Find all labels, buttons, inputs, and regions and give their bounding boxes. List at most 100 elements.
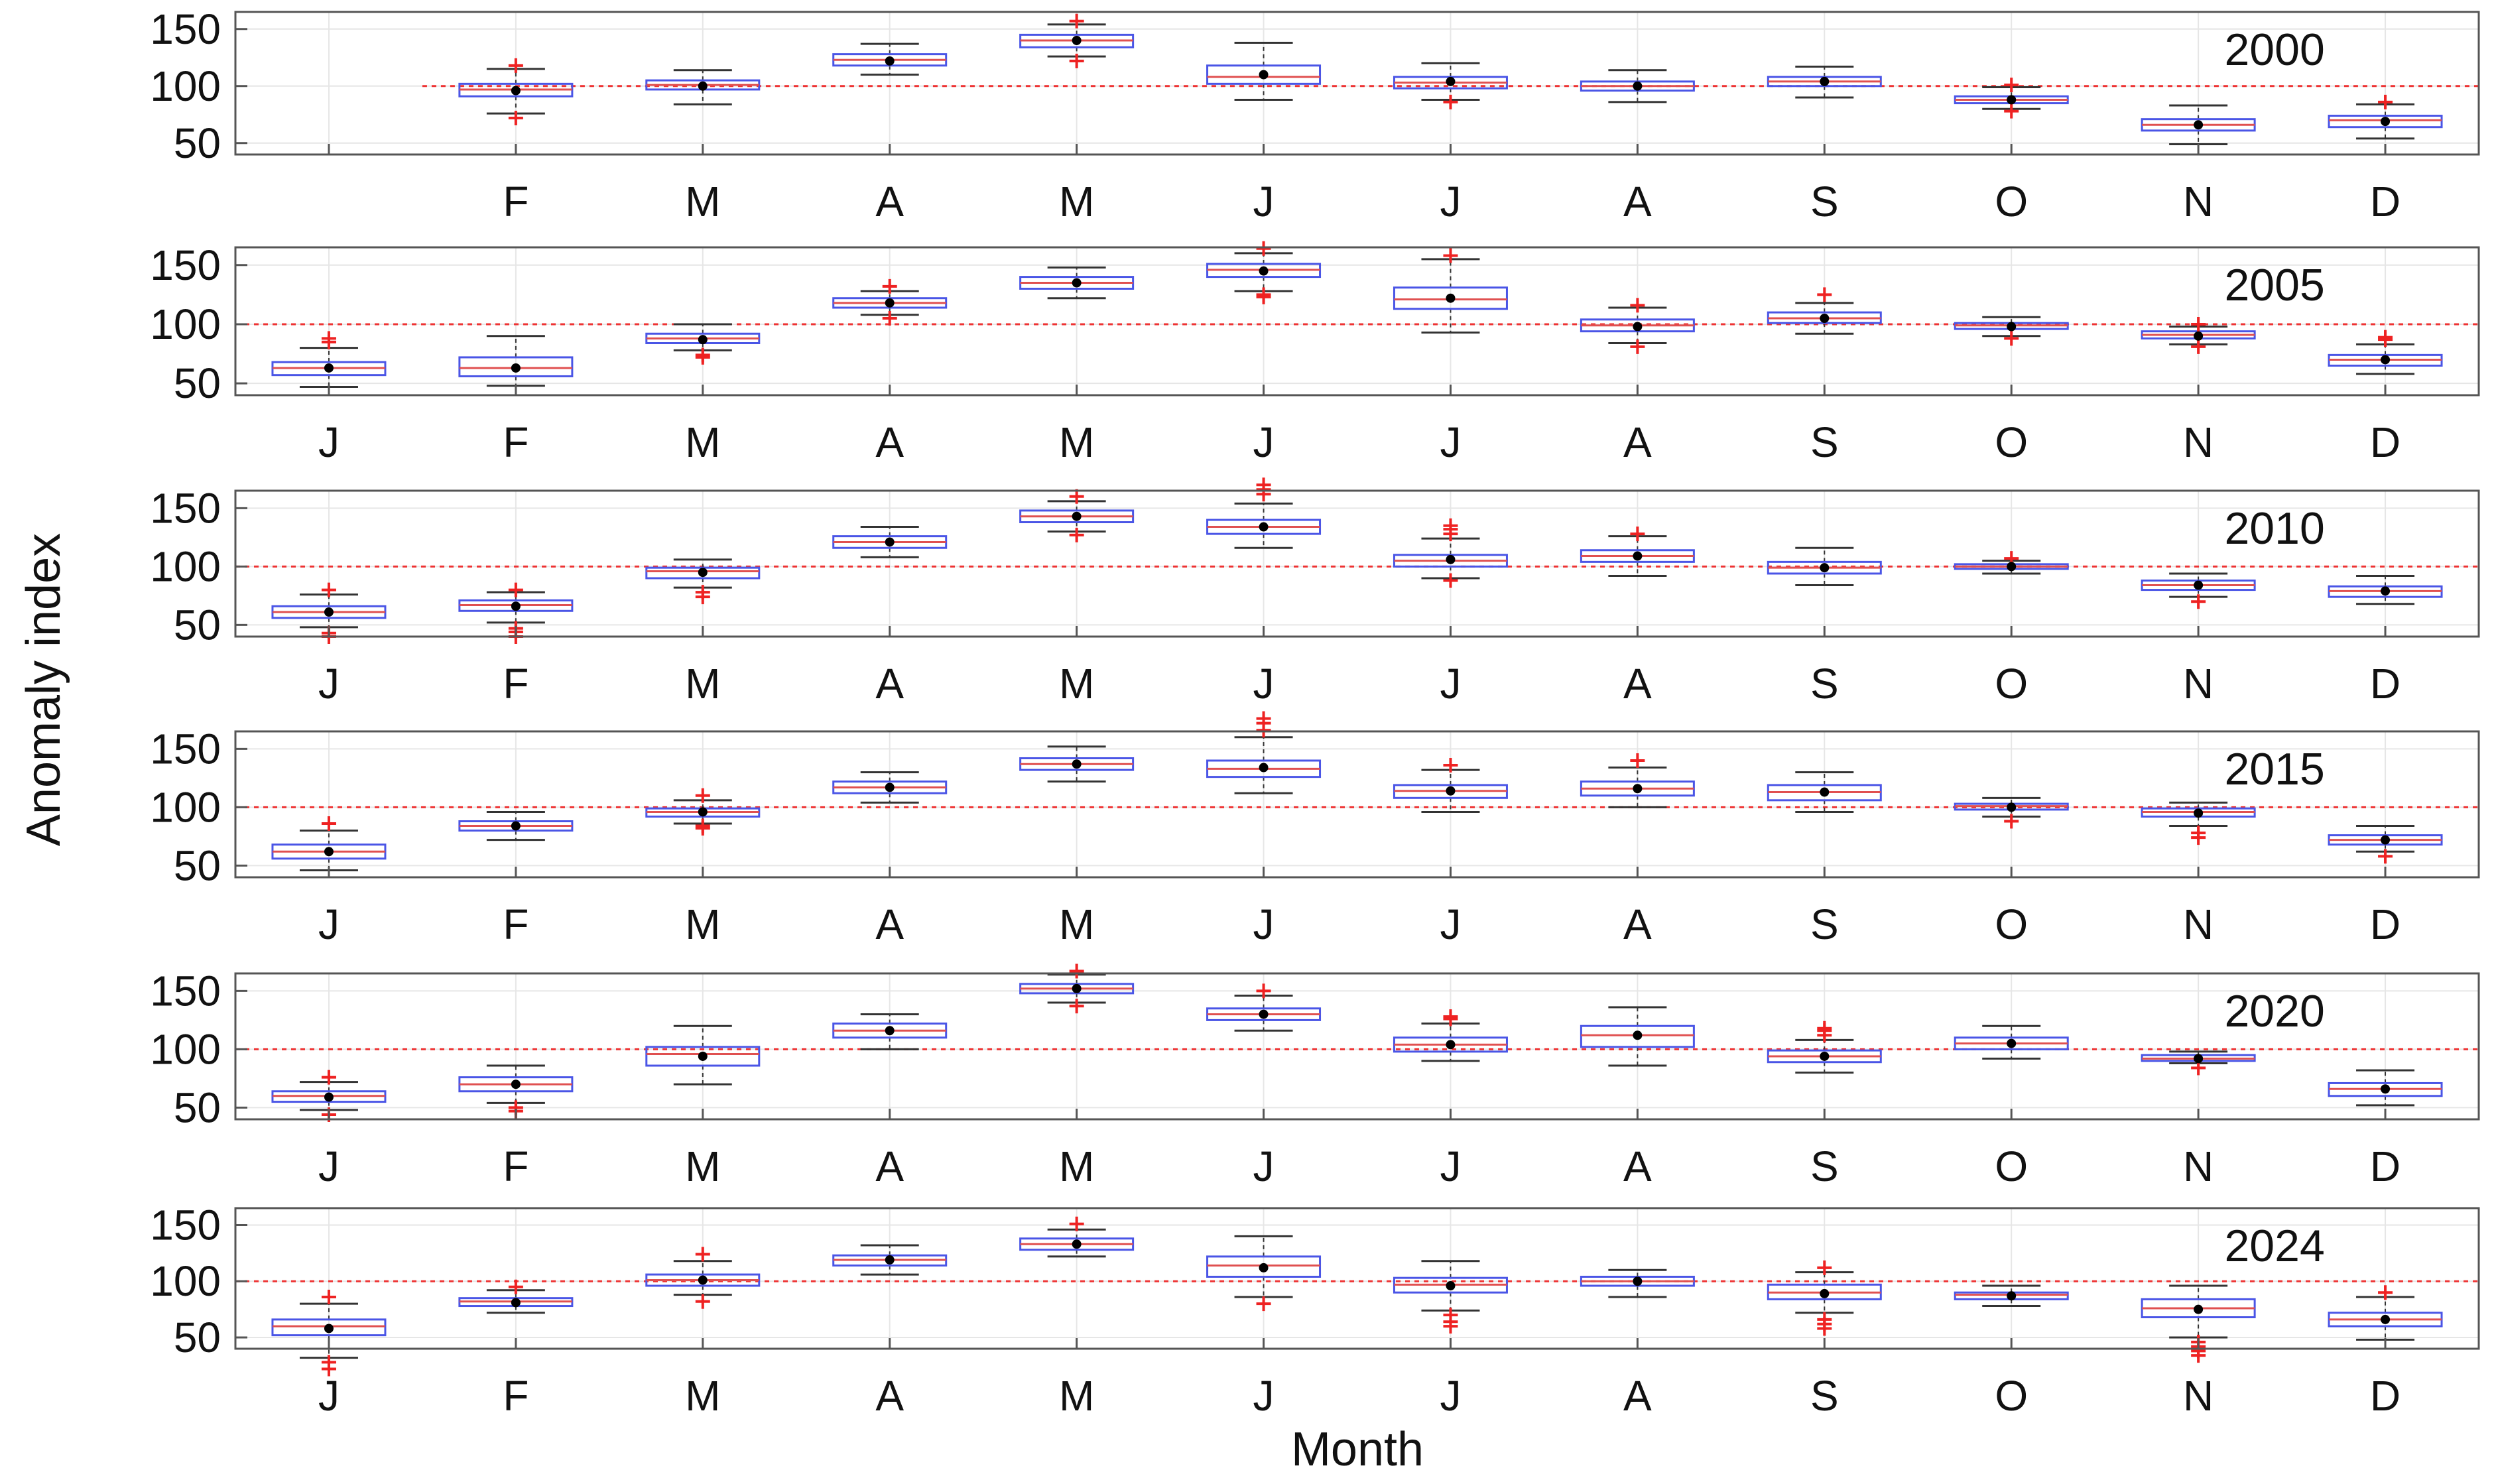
outlier-marker — [1817, 1020, 1832, 1036]
box-2000-D — [2328, 94, 2443, 140]
box-2015-A — [832, 771, 948, 804]
mean-marker — [885, 1255, 895, 1265]
x-tick-label: D — [2370, 660, 2401, 708]
mean-marker — [324, 847, 334, 857]
box-2020-A — [1580, 1006, 1695, 1067]
x-tick-label: F — [503, 1372, 529, 1420]
mean-marker — [1072, 511, 1082, 521]
box-2015-D — [2328, 825, 2443, 864]
y-tick-label: 50 — [174, 1083, 221, 1131]
mean-marker — [324, 363, 334, 373]
outlier-marker — [1256, 983, 1271, 999]
x-axis-label: Month — [1291, 1423, 1424, 1476]
box-2005-O — [1954, 316, 2069, 346]
x-tick-label: S — [1810, 1372, 1839, 1420]
x-tick-label: F — [503, 900, 529, 948]
x-tick-label: O — [1995, 178, 2028, 225]
mean-marker — [2007, 562, 2017, 572]
y-tick-label: 100 — [150, 1257, 221, 1305]
y-tick-label: 150 — [150, 484, 221, 532]
box-2010-S — [1767, 546, 1882, 587]
box-2015-J — [1393, 758, 1508, 813]
box-2015-M — [645, 788, 761, 836]
mean-marker — [1446, 1281, 1456, 1291]
plot-frame — [234, 1207, 2480, 1350]
box-2024-O — [1954, 1284, 2069, 1308]
box-2000-M — [1019, 13, 1135, 68]
mean-marker — [698, 1051, 708, 1061]
y-tick-label: 150 — [150, 5, 221, 53]
box-body — [2328, 115, 2443, 129]
box-2020-J — [1206, 983, 1322, 1032]
outlier-marker — [1443, 1319, 1458, 1334]
x-tick-label: A — [875, 900, 904, 948]
outlier-marker — [1817, 1260, 1832, 1275]
box-2015-A — [1580, 753, 1695, 808]
box-body — [645, 566, 761, 580]
outlier-marker — [2378, 849, 2393, 864]
outlier-marker — [2191, 594, 2206, 609]
x-tick-label: M — [685, 900, 720, 948]
outlier-marker — [508, 58, 523, 73]
x-tick-label: D — [2370, 418, 2401, 466]
outlier-marker — [1069, 13, 1084, 29]
x-tick-label: M — [1059, 418, 1094, 466]
panel-2000: 50 100 150 F M A M J J A S O N D 2000 — [150, 5, 2480, 225]
panel-2005: 50 100 150 J F M A M J J A S O N D 2005 — [150, 241, 2480, 466]
x-tick-label: A — [875, 418, 904, 466]
box-2010-D — [2328, 574, 2443, 605]
box-2020-N — [2141, 1050, 2256, 1076]
x-tick-label: D — [2370, 900, 2401, 948]
y-tick-label: 50 — [174, 841, 221, 889]
outlier-marker — [1443, 518, 1458, 533]
outlier-marker — [1256, 711, 1271, 726]
box-2015-J — [271, 816, 387, 871]
x-tick-label: J — [1440, 418, 1461, 466]
x-tick-label: O — [1995, 900, 2028, 948]
x-tick-label: M — [685, 418, 720, 466]
box-2020-A — [832, 1013, 948, 1050]
mean-marker — [1820, 1288, 1830, 1298]
mean-marker — [2381, 117, 2391, 127]
outlier-marker — [1443, 573, 1458, 588]
box-2000-A — [832, 42, 948, 76]
box-2024-J — [1393, 1260, 1508, 1334]
box-2010-J — [1206, 477, 1322, 549]
x-tick-label: S — [1810, 1143, 1839, 1190]
mean-marker — [2194, 1054, 2204, 1064]
y-tick-label: 100 — [150, 300, 221, 348]
box-2015-O — [1954, 796, 2069, 829]
mean-marker — [511, 86, 521, 95]
mean-marker — [2194, 331, 2204, 341]
box-2015-J — [1206, 711, 1322, 794]
outlier-marker — [1069, 999, 1084, 1014]
mean-marker — [2007, 1291, 2017, 1301]
panel-year-label: 2005 — [2224, 260, 2324, 310]
mean-marker — [885, 537, 895, 547]
box-2020-D — [2328, 1069, 2443, 1107]
x-tick-label: J — [1253, 1372, 1275, 1420]
mean-marker — [2381, 835, 2391, 845]
outlier-marker — [2378, 94, 2393, 109]
mean-marker — [1446, 554, 1456, 564]
box-body — [458, 356, 574, 377]
mean-marker — [1633, 322, 1643, 332]
y-tick-label: 50 — [174, 1314, 221, 1361]
x-tick-label: M — [1059, 1143, 1094, 1190]
outlier-marker — [1817, 1321, 1832, 1336]
x-tick-label: A — [875, 1143, 904, 1190]
panels-group: 50 100 150 F M A M J J A S O N D 2000 50 100 150 J F M A M J J A S… — [150, 5, 2480, 1420]
mean-marker — [2194, 1304, 2204, 1314]
outlier-marker — [1443, 248, 1458, 263]
box-2010-J — [1393, 518, 1508, 588]
x-tick-label: J — [1253, 1143, 1275, 1190]
mean-marker — [1820, 1051, 1830, 1061]
mean-marker — [2381, 355, 2391, 365]
outlier-marker — [508, 582, 523, 597]
outlier-marker — [695, 788, 710, 803]
mean-marker — [2194, 580, 2204, 590]
panel-2015: 50 100 150 J F M A M J J A S O N D 2015 — [150, 711, 2480, 948]
outlier-marker — [695, 1247, 710, 1262]
mean-marker — [2194, 120, 2204, 130]
